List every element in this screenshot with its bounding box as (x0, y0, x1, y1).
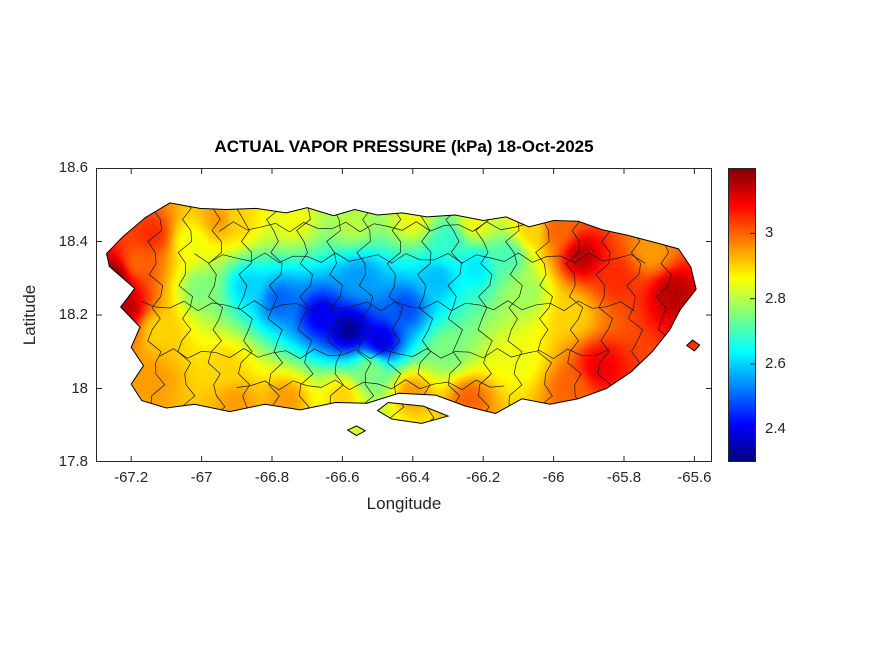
y-tick-label: 18.6 (58, 159, 88, 176)
colorbar-tick-label: 2.4 (765, 420, 786, 438)
x-tick-label: -66.6 (325, 469, 360, 486)
y-tick-label: 18 (71, 379, 88, 397)
x-tick-label: -66.4 (395, 469, 430, 486)
map-canvas (96, 168, 712, 462)
colorbar-tick-label: 2.6 (765, 355, 786, 372)
y-tick-label: 18.2 (58, 306, 88, 323)
x-tick-label: -65.6 (677, 469, 712, 486)
y-tick-label: 18.4 (58, 232, 88, 250)
colorbar-tick-label: 3 (765, 224, 774, 242)
x-tick-label: -66.2 (466, 469, 501, 486)
x-tick-label: -66.8 (254, 469, 290, 486)
x-tick-label: -67.2 (114, 469, 149, 486)
y-tick-label: 17.8 (58, 453, 88, 470)
x-tick-label: -65.8 (606, 469, 642, 486)
figure-title: ACTUAL VAPOR PRESSURE (kPa) 18-Oct-2025 (214, 137, 594, 156)
x-tick-label: -67 (190, 469, 213, 486)
colorbar-tick-label: 2.8 (765, 289, 786, 307)
x-tick-label: -66 (542, 469, 565, 486)
colorbar-canvas (728, 168, 756, 462)
x-axis-label: Longitude (366, 494, 442, 513)
